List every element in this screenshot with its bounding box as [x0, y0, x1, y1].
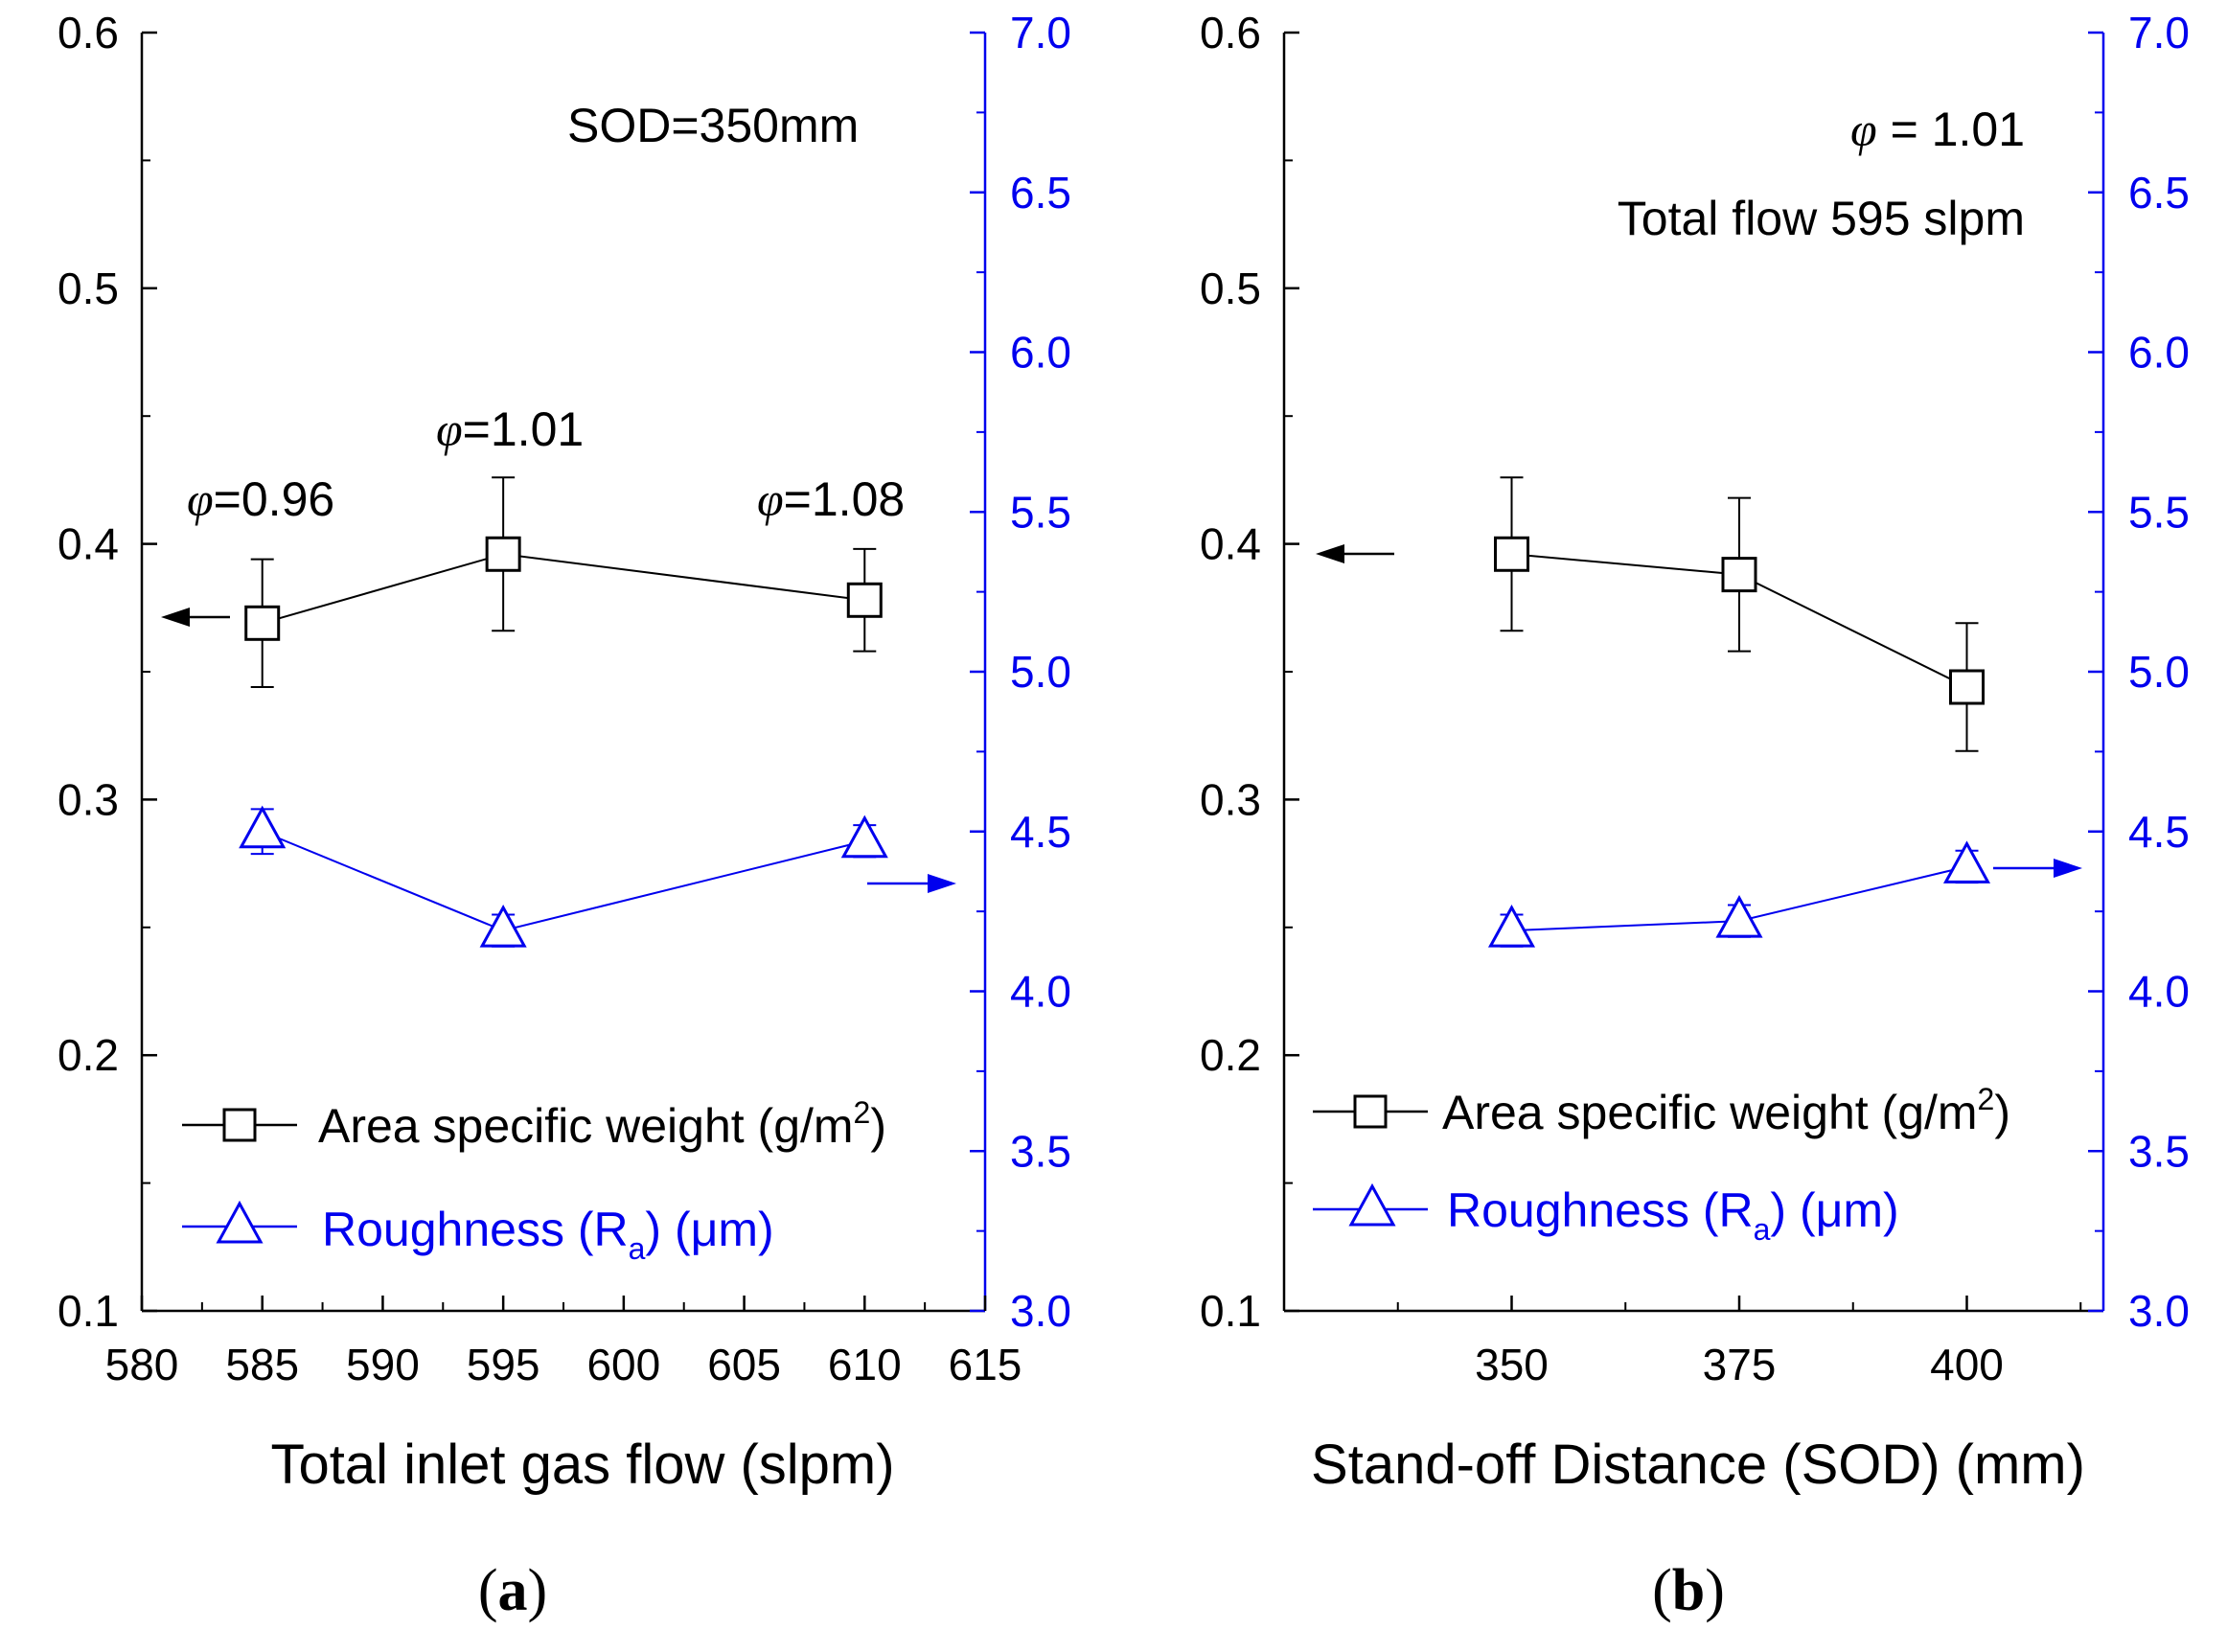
panel-b-legend: Area specific weight (g/m2) Roughness (R…	[1313, 1082, 2010, 1247]
panel-b-left-tick-label: 0.2	[1200, 1030, 1261, 1080]
panel-a-tag: (a)	[478, 1558, 547, 1623]
panel-a-left-tick-label: 0.5	[57, 264, 119, 313]
panel-a-legend: Area specific weight (g/m2) Roughness (R…	[182, 1095, 886, 1266]
panel-a-point-roughness	[840, 815, 888, 859]
panel-b-left-tick-label: 0.6	[1200, 8, 1261, 57]
panel-a-right-tick-label: 6.5	[1010, 168, 1071, 218]
panel-b-point-weight	[1721, 557, 1757, 593]
panel-b-right-axis-arrow	[1993, 859, 2082, 878]
panel-b-x-tick-label: 400	[1930, 1340, 2004, 1389]
panel-a-point-roughness	[239, 805, 287, 849]
panel-b-right-tick-label: 7.0	[2128, 8, 2190, 57]
panel-b-point-roughness	[1487, 905, 1536, 948]
panel-a-marks	[239, 476, 888, 948]
panel-a-right-tick-label: 4.5	[1010, 807, 1071, 857]
panel-b: 0.1 0.2 0.3 0.4 0.5 0.6 3.0 3.5 4.0 4.5 5.0 5.5 6.0 6…	[1200, 8, 2190, 1623]
panel-a-right-axis-arrow	[867, 874, 956, 893]
panel-b-marks	[1487, 476, 1991, 948]
panel-b-ticks: 0.1 0.2 0.3 0.4 0.5 0.6 3.0 3.5 4.0 4.5 5.0 5.5 6.0 6…	[1200, 8, 2190, 1389]
panel-b-point-roughness	[1942, 840, 1991, 883]
panel-b-left-tick-label: 0.3	[1200, 774, 1261, 824]
panel-a-x-tick-label: 610	[828, 1340, 902, 1389]
panel-a-left-tick-label: 0.4	[57, 519, 119, 569]
panel-b-annotation-flow: Total flow 595 slpm	[1618, 192, 2025, 245]
panel-a-x-tick-label: 615	[949, 1340, 1022, 1389]
panel-b-point-weight	[1949, 669, 1985, 705]
panel-a-x-tick-label: 595	[467, 1340, 540, 1389]
panel-b-tag: (b)	[1652, 1558, 1725, 1623]
panel-a-ticks: 0.1 0.2 0.3 0.4 0.5 0.6 3.0 3.5 4.0 4.5 5.0 5.5 6.0 6…	[57, 8, 1071, 1389]
panel-b-legend-weight: Area specific weight (g/m2)	[1313, 1082, 2010, 1139]
panel-b-right-tick-label: 6.5	[2128, 168, 2190, 218]
panel-b-point-weight	[1494, 536, 1529, 572]
panel-a-x-tick-label: 600	[586, 1340, 660, 1389]
panel-a-right-tick-label: 4.0	[1010, 967, 1071, 1017]
panel-a-right-tick-label: 5.5	[1010, 487, 1071, 537]
panel-a-left-tick-label: 0.2	[57, 1030, 119, 1080]
panel-a: 0.1 0.2 0.3 0.4 0.5 0.6 3.0 3.5 4.0 4.5 5.0 5.5 6.0 6…	[57, 8, 1071, 1623]
panel-b-right-tick-label: 6.0	[2128, 328, 2190, 378]
panel-b-x-tick-label: 350	[1475, 1340, 1549, 1389]
panel-a-left-axis-arrow	[161, 608, 230, 627]
panel-b-legend-roughness-label: Roughness (Ra) (μm)	[1447, 1183, 1899, 1247]
panel-a-legend-roughness-label: Roughness (Ra) (μm)	[322, 1203, 774, 1266]
panel-a-point-roughness	[479, 905, 527, 948]
panel-b-left-axis-arrow	[1316, 544, 1394, 563]
panel-b-point-roughness	[1715, 895, 1763, 938]
panel-a-right-tick-label: 7.0	[1010, 8, 1071, 57]
panel-b-x-axis-title: Stand-off Distance (SOD) (mm)	[1311, 1434, 2085, 1496]
panel-b-legend-weight-label: Area specific weight (g/m2)	[1442, 1082, 2010, 1139]
panel-a-x-tick-label: 585	[225, 1340, 299, 1389]
panel-a-point-weight	[846, 582, 883, 618]
panel-a-left-tick-label: 0.3	[57, 774, 119, 824]
panel-a-point-weight	[244, 605, 281, 641]
panel-a-left-tick-label: 0.6	[57, 8, 119, 57]
panel-b-right-tick-label: 5.5	[2128, 487, 2190, 537]
panel-b-left-tick-label: 0.5	[1200, 264, 1261, 313]
panel-a-annotation-phi-096: φ=0.96	[187, 472, 334, 526]
panel-b-x-tick-label: 375	[1703, 1340, 1777, 1389]
panel-a-left-tick-label: 0.1	[57, 1286, 119, 1336]
panel-a-right-tick-label: 3.0	[1010, 1286, 1071, 1336]
panel-a-right-tick-label: 6.0	[1010, 328, 1071, 378]
panel-b-right-tick-label: 5.0	[2128, 647, 2190, 697]
panel-a-x-tick-label: 590	[346, 1340, 420, 1389]
panel-a-right-tick-label: 3.5	[1010, 1126, 1071, 1176]
panel-a-x-axis-title: Total inlet gas flow (slpm)	[270, 1434, 894, 1496]
panel-b-right-tick-label: 4.5	[2128, 807, 2190, 857]
panel-a-annotation-sod: SOD=350mm	[567, 99, 859, 152]
panel-b-right-tick-label: 4.0	[2128, 967, 2190, 1017]
panel-b-right-tick-label: 3.0	[2128, 1286, 2190, 1336]
panel-b-left-tick-label: 0.4	[1200, 519, 1261, 569]
panel-b-legend-roughness: Roughness (Ra) (μm)	[1313, 1182, 1899, 1247]
panel-a-point-weight	[485, 536, 521, 572]
panel-b-left-tick-label: 0.1	[1200, 1286, 1261, 1336]
panel-b-right-tick-label: 3.5	[2128, 1126, 2190, 1176]
panel-a-legend-weight: Area specific weight (g/m2)	[182, 1095, 886, 1153]
panel-a-x-tick-label: 605	[707, 1340, 781, 1389]
panel-a-legend-roughness: Roughness (Ra) (μm)	[182, 1200, 774, 1266]
panel-b-annotation-phi: φ = 1.01	[1850, 103, 2025, 156]
panel-a-annotation-phi-101: φ=1.01	[436, 402, 584, 456]
panel-a-annotation-phi-108: φ=1.08	[757, 472, 905, 526]
panel-a-right-tick-label: 5.0	[1010, 647, 1071, 697]
panel-a-legend-weight-label: Area specific weight (g/m2)	[318, 1095, 886, 1153]
panel-a-x-tick-label: 580	[105, 1340, 179, 1389]
